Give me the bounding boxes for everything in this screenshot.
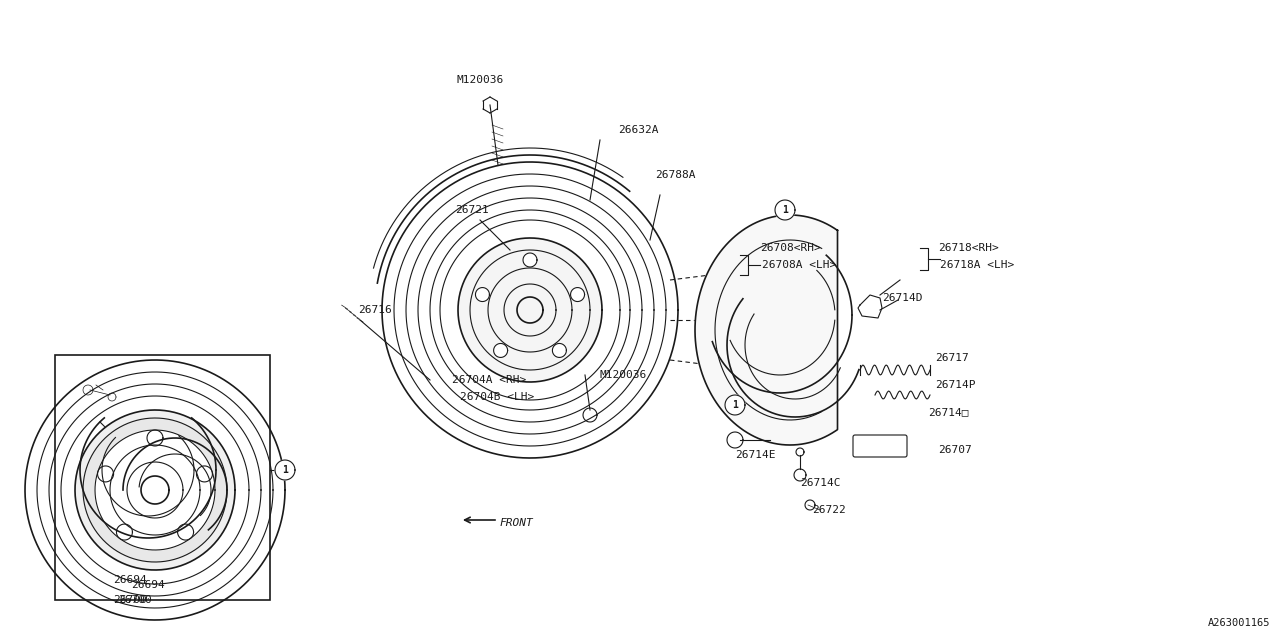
Text: 1: 1 bbox=[782, 205, 788, 215]
Text: 26632A: 26632A bbox=[618, 125, 658, 135]
Text: 1: 1 bbox=[282, 465, 288, 475]
Text: 26788A: 26788A bbox=[655, 170, 695, 180]
Polygon shape bbox=[97, 466, 114, 482]
Text: 26718<RH>: 26718<RH> bbox=[938, 243, 998, 253]
Text: 26717: 26717 bbox=[934, 353, 969, 363]
Text: 26704B <LH>: 26704B <LH> bbox=[460, 392, 534, 402]
Polygon shape bbox=[83, 418, 227, 562]
Text: 26714P: 26714P bbox=[934, 380, 975, 390]
Text: 26700: 26700 bbox=[113, 595, 147, 605]
Text: 26708<RH>: 26708<RH> bbox=[760, 243, 820, 253]
Polygon shape bbox=[178, 524, 193, 540]
Polygon shape bbox=[571, 287, 585, 301]
Text: 26700: 26700 bbox=[118, 595, 152, 605]
Text: 26694: 26694 bbox=[113, 575, 147, 585]
Text: 26694: 26694 bbox=[131, 580, 165, 590]
Bar bbox=[55, 355, 270, 600]
Polygon shape bbox=[475, 287, 489, 301]
Text: 26714D: 26714D bbox=[882, 293, 923, 303]
Text: 26714□: 26714□ bbox=[928, 407, 969, 417]
Text: 26721: 26721 bbox=[454, 205, 489, 215]
Polygon shape bbox=[724, 395, 745, 415]
Polygon shape bbox=[116, 524, 132, 540]
Polygon shape bbox=[553, 344, 566, 358]
Text: 26714E: 26714E bbox=[735, 450, 776, 460]
Polygon shape bbox=[95, 430, 215, 550]
Polygon shape bbox=[524, 253, 538, 267]
Text: 26714C: 26714C bbox=[800, 478, 841, 488]
Polygon shape bbox=[196, 466, 212, 482]
Polygon shape bbox=[147, 430, 163, 446]
Polygon shape bbox=[695, 215, 837, 445]
Text: 26704A <RH>: 26704A <RH> bbox=[452, 375, 526, 385]
Polygon shape bbox=[275, 460, 294, 480]
Polygon shape bbox=[774, 200, 795, 220]
Polygon shape bbox=[458, 238, 602, 382]
Text: 26718A <LH>: 26718A <LH> bbox=[940, 260, 1014, 270]
Text: FRONT: FRONT bbox=[500, 518, 534, 528]
Text: 26707: 26707 bbox=[938, 445, 972, 455]
Text: M120036: M120036 bbox=[600, 370, 648, 380]
Text: A263001165: A263001165 bbox=[1207, 618, 1270, 628]
Polygon shape bbox=[494, 344, 508, 358]
Text: 26716: 26716 bbox=[358, 305, 392, 315]
Text: 26708A <LH>: 26708A <LH> bbox=[762, 260, 836, 270]
Polygon shape bbox=[76, 410, 236, 570]
Text: 1: 1 bbox=[732, 400, 739, 410]
Text: 26722: 26722 bbox=[812, 505, 846, 515]
Text: M120036: M120036 bbox=[457, 75, 503, 85]
FancyBboxPatch shape bbox=[852, 435, 908, 457]
